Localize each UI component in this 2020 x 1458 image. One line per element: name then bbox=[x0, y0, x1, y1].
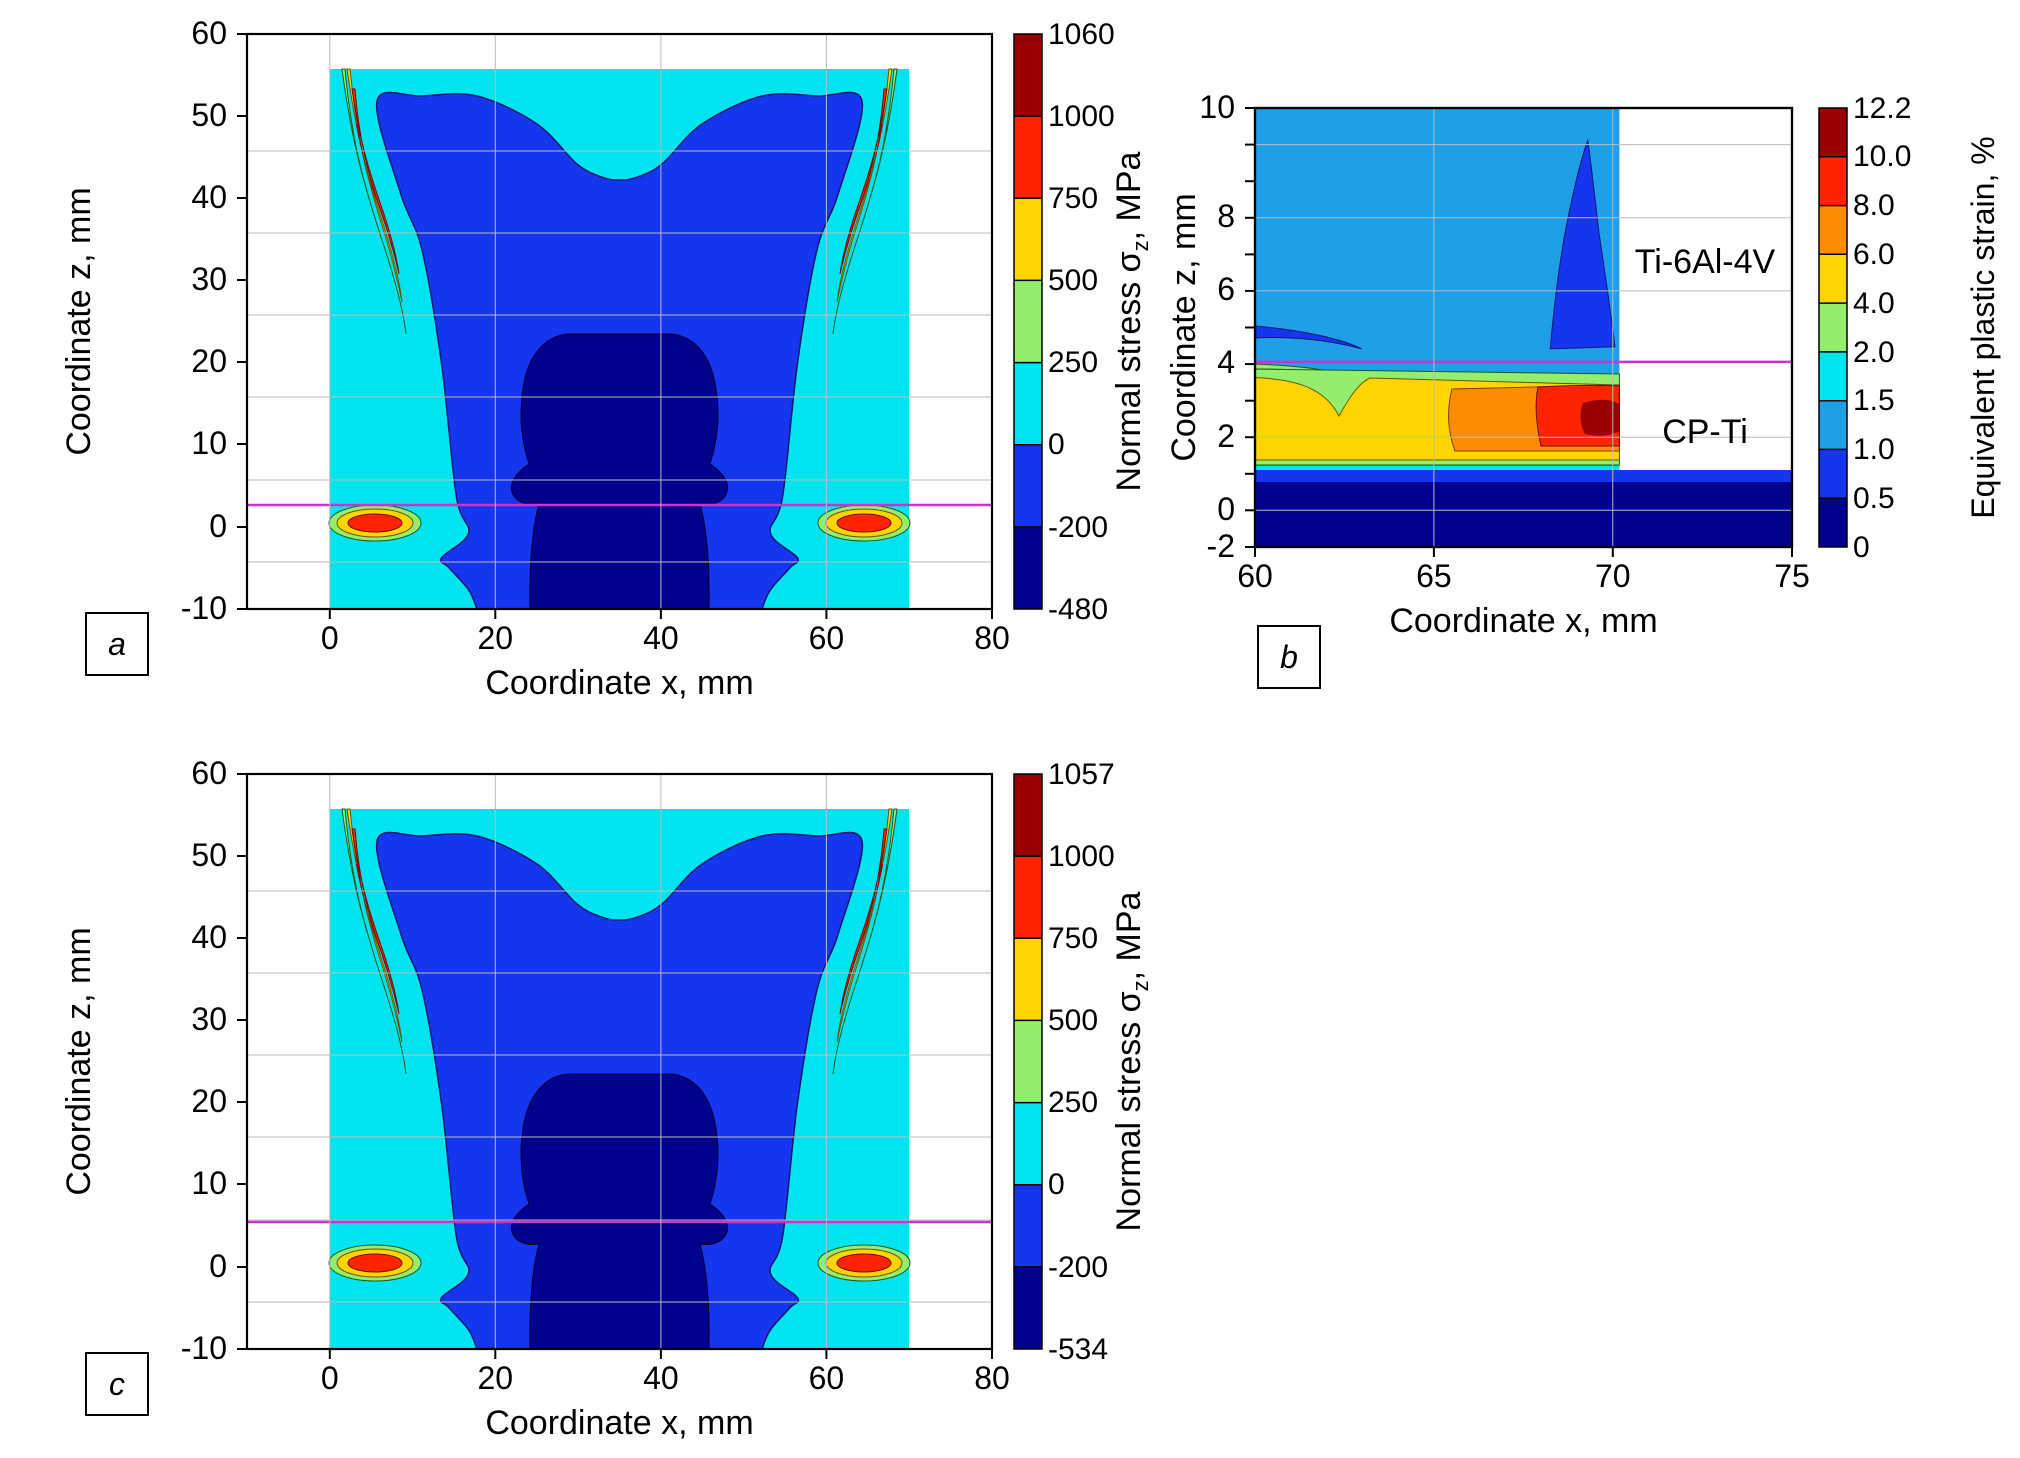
svg-text:-10: -10 bbox=[181, 1330, 227, 1366]
svg-text:30: 30 bbox=[191, 1001, 227, 1037]
svg-text:60: 60 bbox=[191, 755, 227, 791]
svg-text:40: 40 bbox=[191, 179, 227, 215]
svg-text:50: 50 bbox=[191, 97, 227, 133]
svg-text:0: 0 bbox=[321, 620, 339, 656]
svg-text:8: 8 bbox=[1217, 198, 1235, 234]
svg-text:20: 20 bbox=[478, 620, 514, 656]
svg-text:20: 20 bbox=[191, 343, 227, 379]
svg-text:-10: -10 bbox=[181, 590, 227, 626]
svg-text:Coordinate x, mm: Coordinate x, mm bbox=[485, 664, 753, 702]
svg-text:60: 60 bbox=[1237, 558, 1273, 594]
svg-text:Ti-6Al-4V: Ti-6Al-4V bbox=[1635, 243, 1776, 281]
svg-text:0: 0 bbox=[209, 508, 227, 544]
svg-text:60: 60 bbox=[809, 1360, 845, 1396]
svg-text:70: 70 bbox=[1595, 558, 1631, 594]
svg-text:20: 20 bbox=[478, 1360, 514, 1396]
svg-text:40: 40 bbox=[191, 919, 227, 955]
svg-text:0: 0 bbox=[209, 1248, 227, 1284]
svg-text:65: 65 bbox=[1416, 558, 1452, 594]
svg-text:60: 60 bbox=[191, 15, 227, 51]
svg-text:-2: -2 bbox=[1207, 528, 1235, 564]
svg-text:60: 60 bbox=[809, 620, 845, 656]
svg-text:4: 4 bbox=[1217, 344, 1235, 380]
svg-text:Coordinate x, mm: Coordinate x, mm bbox=[1389, 602, 1657, 640]
svg-text:50: 50 bbox=[191, 837, 227, 873]
svg-text:40: 40 bbox=[643, 1360, 679, 1396]
svg-text:20: 20 bbox=[191, 1083, 227, 1119]
svg-text:40: 40 bbox=[643, 620, 679, 656]
svg-text:2: 2 bbox=[1217, 418, 1235, 454]
svg-text:10: 10 bbox=[191, 1165, 227, 1201]
svg-text:10: 10 bbox=[191, 425, 227, 461]
svg-text:6: 6 bbox=[1217, 271, 1235, 307]
svg-text:0: 0 bbox=[1217, 491, 1235, 527]
svg-text:30: 30 bbox=[191, 261, 227, 297]
svg-text:0: 0 bbox=[321, 1360, 339, 1396]
svg-text:80: 80 bbox=[974, 1360, 1010, 1396]
svg-text:75: 75 bbox=[1774, 558, 1810, 594]
svg-text:80: 80 bbox=[974, 620, 1010, 656]
svg-text:Coordinate x, mm: Coordinate x, mm bbox=[485, 1404, 753, 1442]
svg-text:CP-Ti: CP-Ti bbox=[1662, 413, 1748, 451]
